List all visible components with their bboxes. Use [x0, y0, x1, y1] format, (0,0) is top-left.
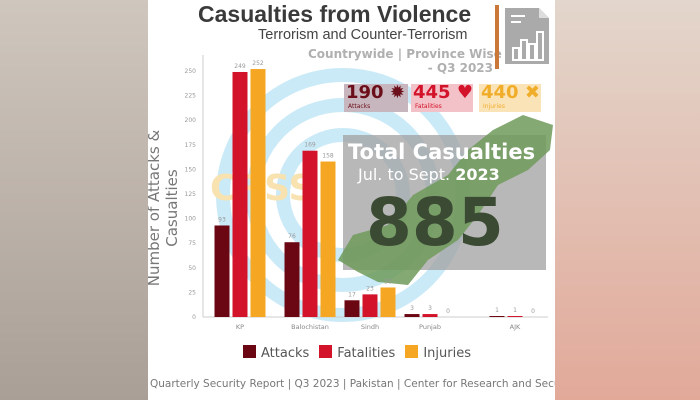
data-label: 30: [384, 278, 392, 285]
background-left: [0, 0, 148, 400]
legend-label: Attacks: [261, 346, 310, 361]
data-label: 1: [495, 307, 499, 314]
y-tick-label: 225: [185, 93, 197, 100]
stat-value: 190: [346, 82, 384, 103]
background-right: [555, 0, 700, 400]
stat-fatalities: 445 ♥ Fatalities: [411, 84, 473, 112]
x-tick-label: AJK: [510, 323, 521, 331]
bandage-icon: ✖: [524, 82, 540, 103]
heart-icon: ♥: [456, 82, 473, 103]
pakistan-map: [338, 115, 553, 285]
bar-attacks: [214, 225, 230, 317]
stat-value: 445: [413, 82, 451, 103]
x-tick-label: Balochistan: [291, 323, 329, 331]
x-tick-label: Sindh: [361, 323, 379, 331]
data-label: 252: [252, 60, 264, 67]
data-label: 1: [513, 307, 517, 314]
legend-fatalities: Fatalities: [319, 345, 395, 362]
infographic-panel: CRSS Casualties from Violence Terrorism …: [148, 0, 555, 400]
y-tick-label: 125: [185, 191, 197, 198]
x-tick-label: KP: [236, 323, 244, 331]
data-label: 158: [322, 153, 334, 160]
scope-text: Countrywide | Province Wise - Q3 2023: [308, 47, 502, 75]
legend: Attacks Fatalities Injuries: [243, 345, 471, 362]
data-label: 23: [366, 285, 374, 292]
scope-line-1: Countrywide | Province Wise: [308, 47, 502, 61]
stat-injuries: 440 ✖ Injuries: [479, 84, 541, 112]
bar-attacks: [404, 314, 420, 317]
data-label: 169: [304, 142, 316, 149]
legend-label: Fatalities: [337, 346, 396, 361]
data-label: 3: [410, 305, 414, 312]
bar-fatalities: [422, 314, 438, 317]
gear-icon: ✹: [389, 82, 405, 103]
y-tick-label: 250: [185, 68, 197, 75]
total-period-text: Jul. to Sept.: [358, 165, 451, 184]
y-tick-label: 150: [185, 166, 197, 173]
bar-fatalities: [302, 150, 318, 317]
y-tick-label: 25: [188, 289, 196, 296]
legend-attacks: Attacks: [243, 345, 309, 362]
stat-label: Attacks: [348, 103, 371, 110]
bar-attacks: [344, 300, 360, 317]
legend-swatch: [243, 345, 256, 358]
total-title: Total Casualties: [348, 140, 536, 164]
data-label: 76: [288, 233, 296, 240]
legend-label: Injuries: [423, 346, 471, 361]
data-label: 0: [446, 308, 450, 315]
data-label: 0: [531, 308, 535, 315]
footer: Quarterly Security Report | Q3 2023 | Pa…: [150, 378, 555, 390]
scope-line-2: - Q3 2023: [427, 61, 493, 75]
y-tick-label: 175: [185, 142, 197, 149]
x-tick-label: Punjab: [419, 323, 441, 331]
report-chart-icon: [505, 8, 549, 64]
total-period: Jul. to Sept. 2023: [358, 166, 500, 184]
y-tick-label: 0: [192, 314, 196, 321]
data-label: 249: [234, 63, 246, 70]
legend-injuries: Injuries: [405, 345, 471, 362]
y-tick-label: 75: [188, 240, 196, 247]
data-label: 17: [348, 291, 356, 298]
bar-injuries: [320, 161, 336, 317]
bar-attacks: [489, 316, 505, 317]
total-year: 2023: [455, 165, 500, 184]
page-title: Casualties from Violence: [198, 1, 472, 27]
legend-swatch: [319, 345, 333, 358]
bar-fatalities: [507, 316, 523, 317]
bar-fatalities: [232, 71, 248, 317]
bar-injuries: [380, 287, 396, 317]
y-tick-label: 100: [185, 216, 197, 223]
stat-label: Fatalities: [415, 103, 442, 110]
y-tick-label: 50: [188, 265, 196, 272]
subtitle: Terrorism and Counter-Terrorism: [258, 27, 468, 43]
bar-fatalities: [362, 294, 378, 317]
bar-injuries: [250, 69, 266, 317]
stat-value: 440: [481, 82, 519, 103]
stat-label: Injuries: [483, 103, 505, 110]
data-label: 3: [428, 305, 432, 312]
bar-attacks: [284, 242, 300, 317]
data-label: 93: [218, 216, 226, 223]
stat-attacks: 190 ✹ Attacks: [344, 84, 408, 112]
accent-bar: [495, 5, 499, 69]
legend-swatch: [405, 345, 419, 358]
y-tick-label: 200: [185, 117, 197, 124]
total-value: 885: [366, 184, 504, 261]
